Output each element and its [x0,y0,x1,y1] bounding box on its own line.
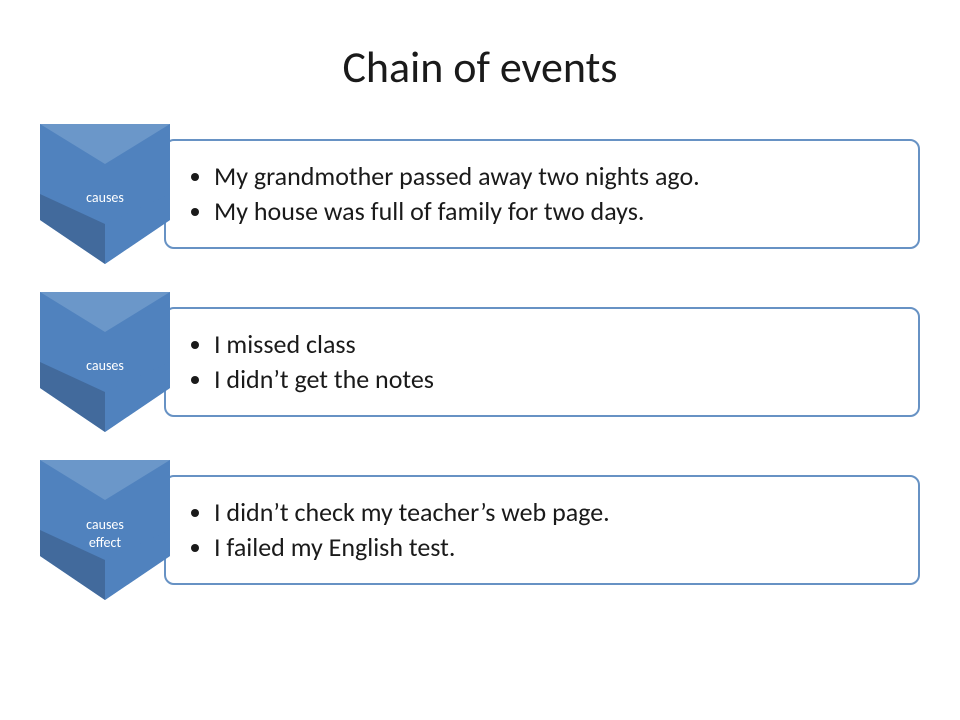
chevron-label: effect [86,534,124,552]
chevron-labels: causes [86,357,124,375]
bullet-item: I failed my English test. [214,530,610,565]
bullet-item: I didn’t check my teacher’s web page. [214,495,610,530]
chain-row: causes effect I didn’t check my teacher’… [40,460,920,600]
bullet-list: My grandmother passed away two nights ag… [192,159,700,229]
chevron-label: causes [86,357,124,375]
bullet-item: My grandmother passed away two nights ag… [214,159,700,194]
chevron-block: causes [40,292,170,432]
chevron-label: causes [86,516,124,534]
chevron-block: causes [40,124,170,264]
content-box: My grandmother passed away two nights ag… [164,139,920,249]
content-box: I missed class I didn’t get the notes [164,307,920,417]
chevron-labels: causes effect [86,516,124,552]
bullet-list: I missed class I didn’t get the notes [192,327,434,397]
chain-row: causes My grandmother passed away two ni… [40,124,920,264]
chevron-block: causes effect [40,460,170,600]
page-title: Chain of events [0,40,960,94]
bullet-item: I missed class [214,327,434,362]
content-box: I didn’t check my teacher’s web page. I … [164,475,920,585]
slide: Chain of events causes My grandmother pa… [0,0,960,720]
chevron-labels: causes [86,189,124,207]
chain-diagram: causes My grandmother passed away two ni… [40,124,920,600]
bullet-item: My house was full of family for two days… [214,194,700,229]
bullet-item: I didn’t get the notes [214,362,434,397]
bullet-list: I didn’t check my teacher’s web page. I … [192,495,610,565]
chevron-label: causes [86,189,124,207]
chain-row: causes I missed class I didn’t get the n… [40,292,920,432]
